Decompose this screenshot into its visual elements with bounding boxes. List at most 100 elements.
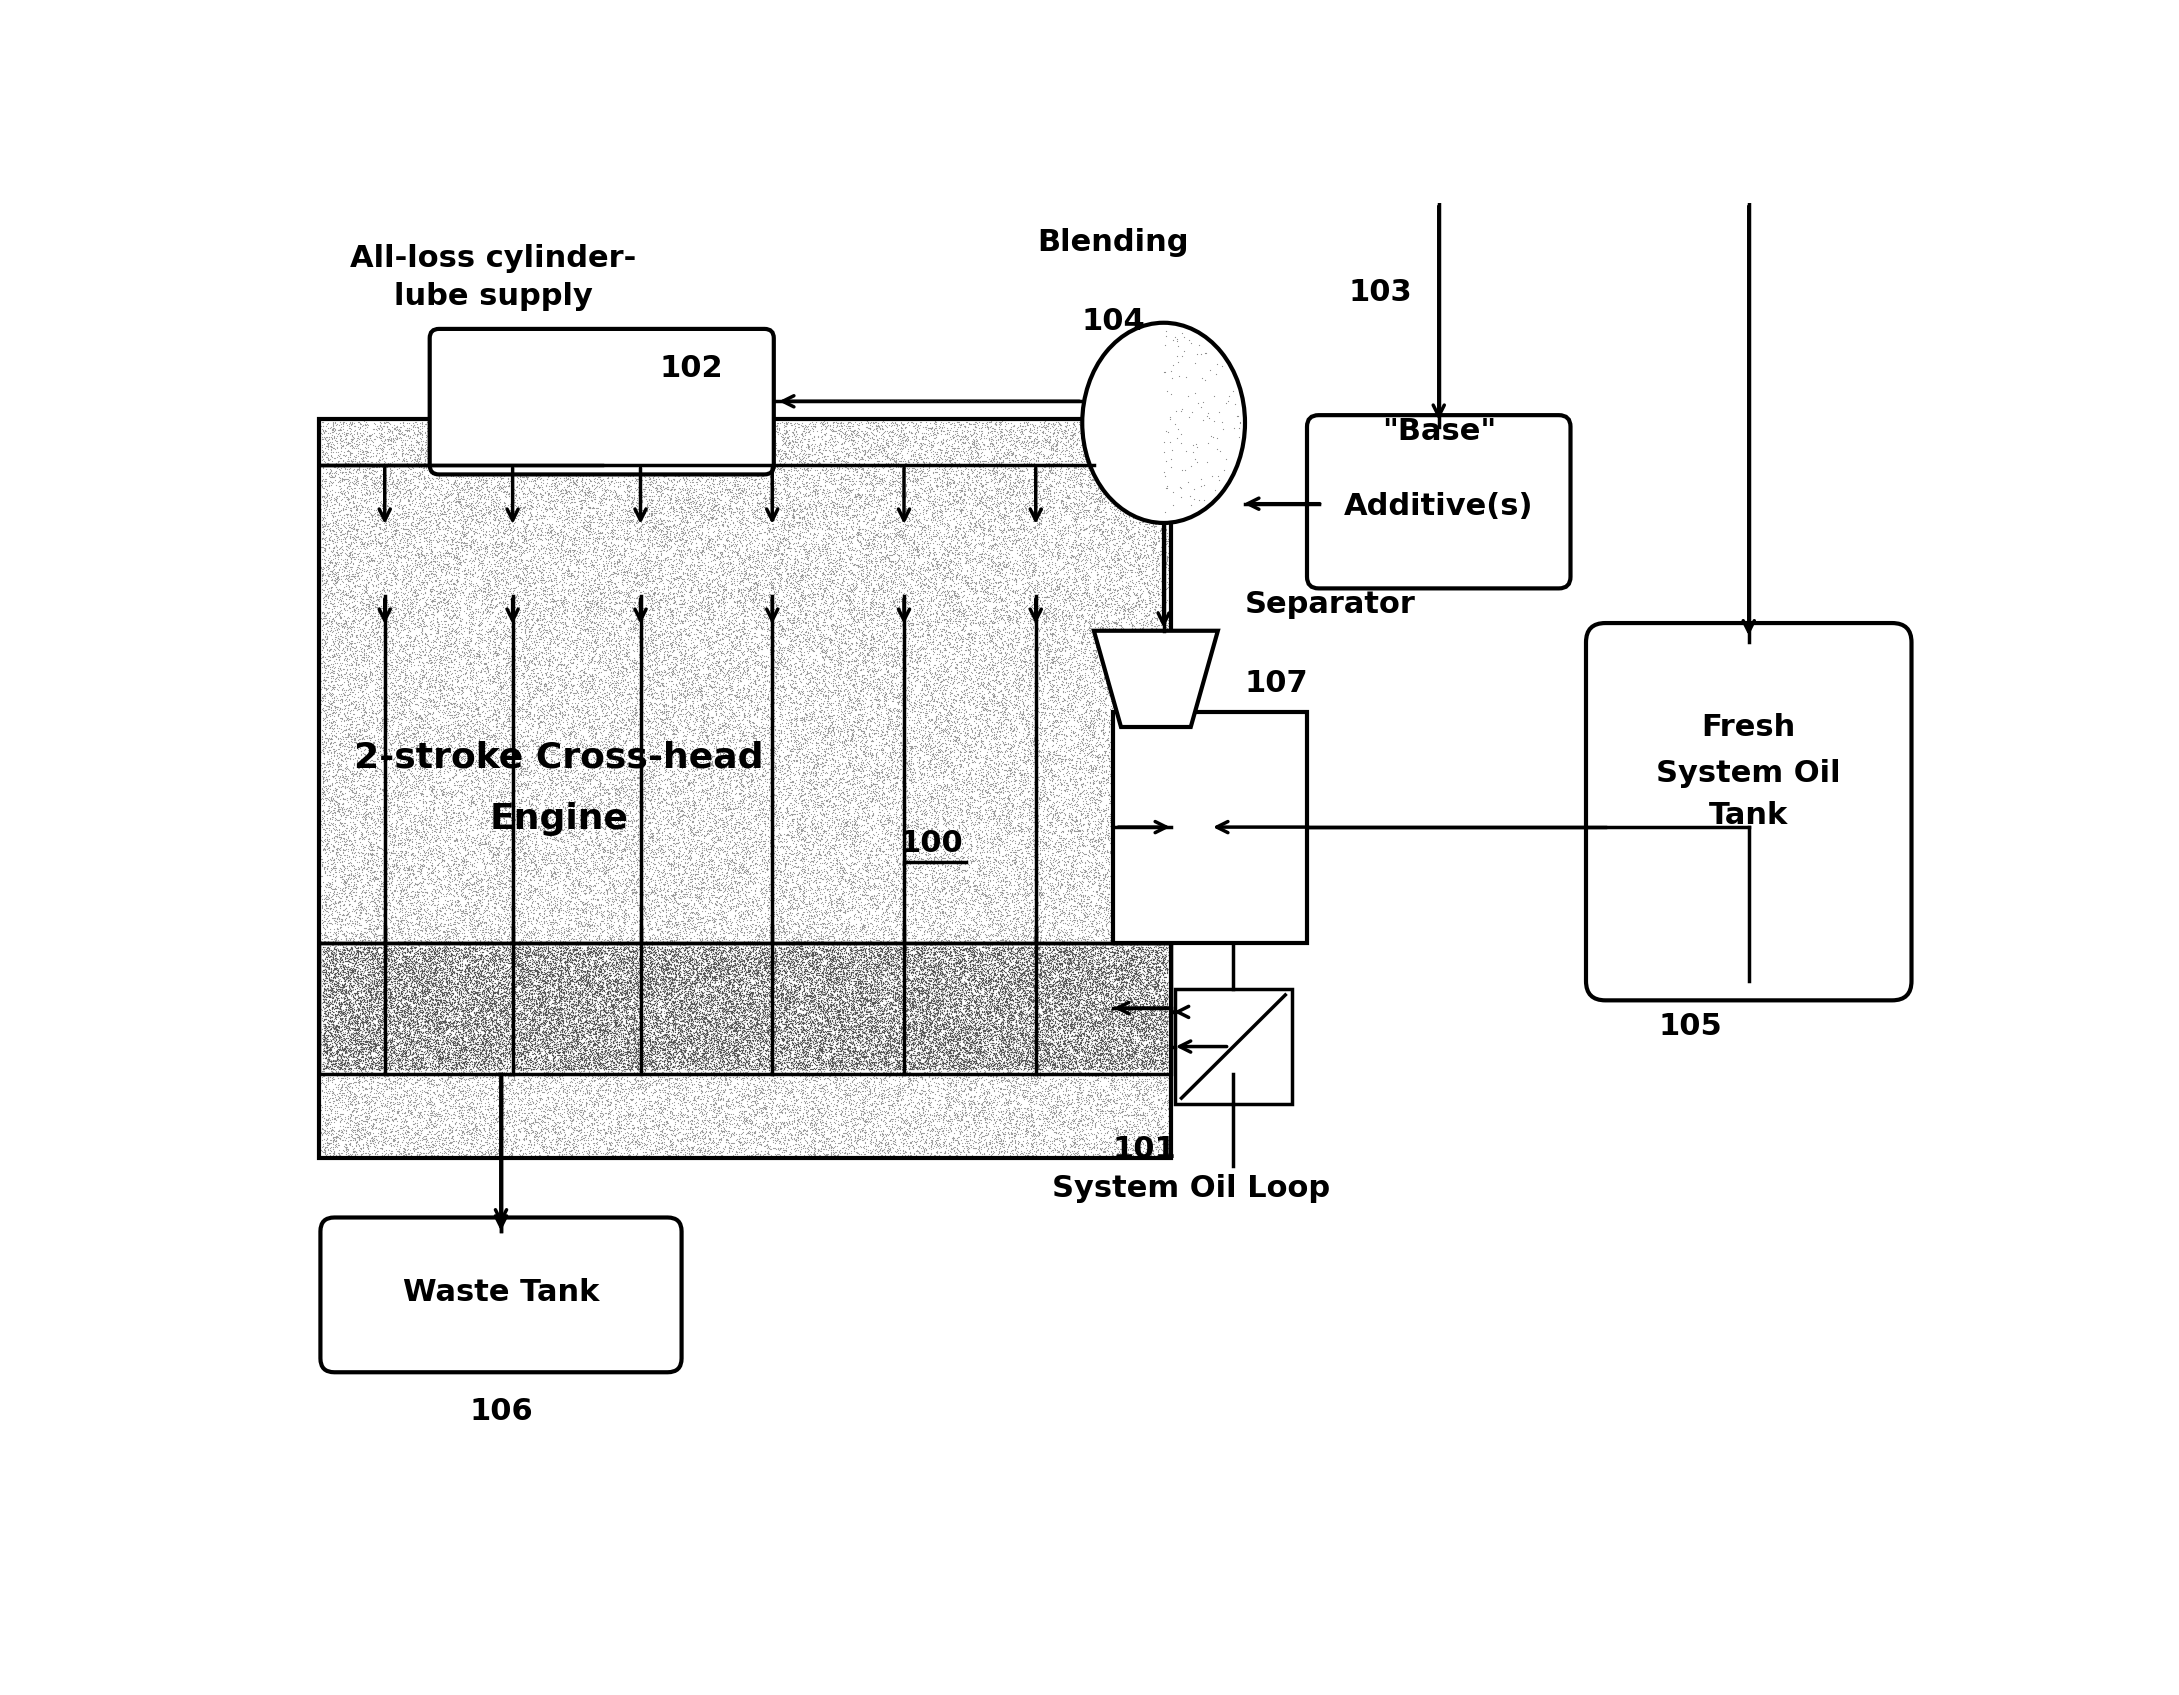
Point [832,776,867,803]
Point [1262,1051,1297,1078]
Point [309,1024,344,1051]
Point [1774,658,1809,685]
Point [948,890,983,917]
Point [475,414,510,441]
Point [909,998,944,1025]
Point [1098,846,1133,873]
Point [782,510,817,537]
Point [1118,895,1153,922]
Point [1096,668,1131,695]
Point [567,615,601,642]
Point [793,1000,828,1027]
Point [1044,707,1079,734]
Point [333,408,368,436]
Point [327,976,362,1003]
Point [477,1002,512,1029]
Point [1146,817,1181,844]
Point [316,605,351,632]
Point [1811,732,1846,759]
Point [1057,946,1092,973]
Point [904,408,939,436]
Point [353,929,388,956]
Point [373,939,407,966]
Point [765,1017,800,1044]
Point [1734,914,1769,941]
Point [795,609,830,636]
Point [418,937,453,964]
Point [638,690,673,717]
Point [789,998,824,1025]
Point [913,1112,948,1139]
Point [1105,424,1140,451]
Point [702,1025,737,1053]
Point [532,815,567,842]
Point [455,971,490,998]
Point [1100,600,1135,627]
Point [490,1005,525,1032]
Point [551,1049,586,1076]
Point [848,961,882,988]
Point [1647,780,1682,807]
Point [756,949,791,976]
Point [1090,1027,1124,1054]
Point [994,970,1028,997]
Point [582,895,617,922]
Point [1133,812,1168,839]
Point [540,595,575,622]
Point [1841,773,1876,800]
Point [869,675,904,702]
Point [516,1027,551,1054]
Point [1096,476,1131,503]
Point [991,580,1026,607]
Point [1192,1019,1227,1046]
Point [878,956,913,983]
Point [1092,927,1127,954]
Point [1074,1002,1109,1029]
Point [987,861,1022,888]
Point [525,815,560,842]
Point [482,812,516,839]
Point [1678,705,1713,732]
Point [1002,753,1037,780]
Point [782,846,817,873]
Point [837,1063,872,1090]
Point [978,583,1013,610]
Point [658,1027,693,1054]
Point [342,966,377,993]
Point [1205,1059,1240,1086]
Point [906,1066,941,1093]
Point [344,1054,379,1081]
Point [850,997,885,1024]
Point [1020,670,1055,697]
Point [464,1032,499,1059]
Point [410,454,445,481]
Point [957,570,991,597]
Point [930,998,965,1025]
Point [549,768,584,795]
Point [331,992,366,1019]
Point [665,1010,699,1037]
Point [824,761,859,788]
Point [1687,941,1721,968]
Point [1754,770,1789,797]
Point [423,953,458,980]
Point [475,642,510,670]
Point [625,444,660,471]
Point [1133,817,1168,844]
Point [981,948,1015,975]
Point [349,941,384,968]
Point [1105,753,1140,780]
Point [1005,768,1039,795]
Point [1092,1100,1127,1127]
Point [1098,607,1133,634]
Point [952,993,987,1020]
Point [754,1003,789,1031]
Point [621,593,656,620]
Point [442,490,477,517]
Point [416,747,451,775]
Point [787,988,821,1015]
Point [599,980,634,1007]
Point [560,429,595,456]
Point [553,624,588,651]
Point [506,980,540,1007]
